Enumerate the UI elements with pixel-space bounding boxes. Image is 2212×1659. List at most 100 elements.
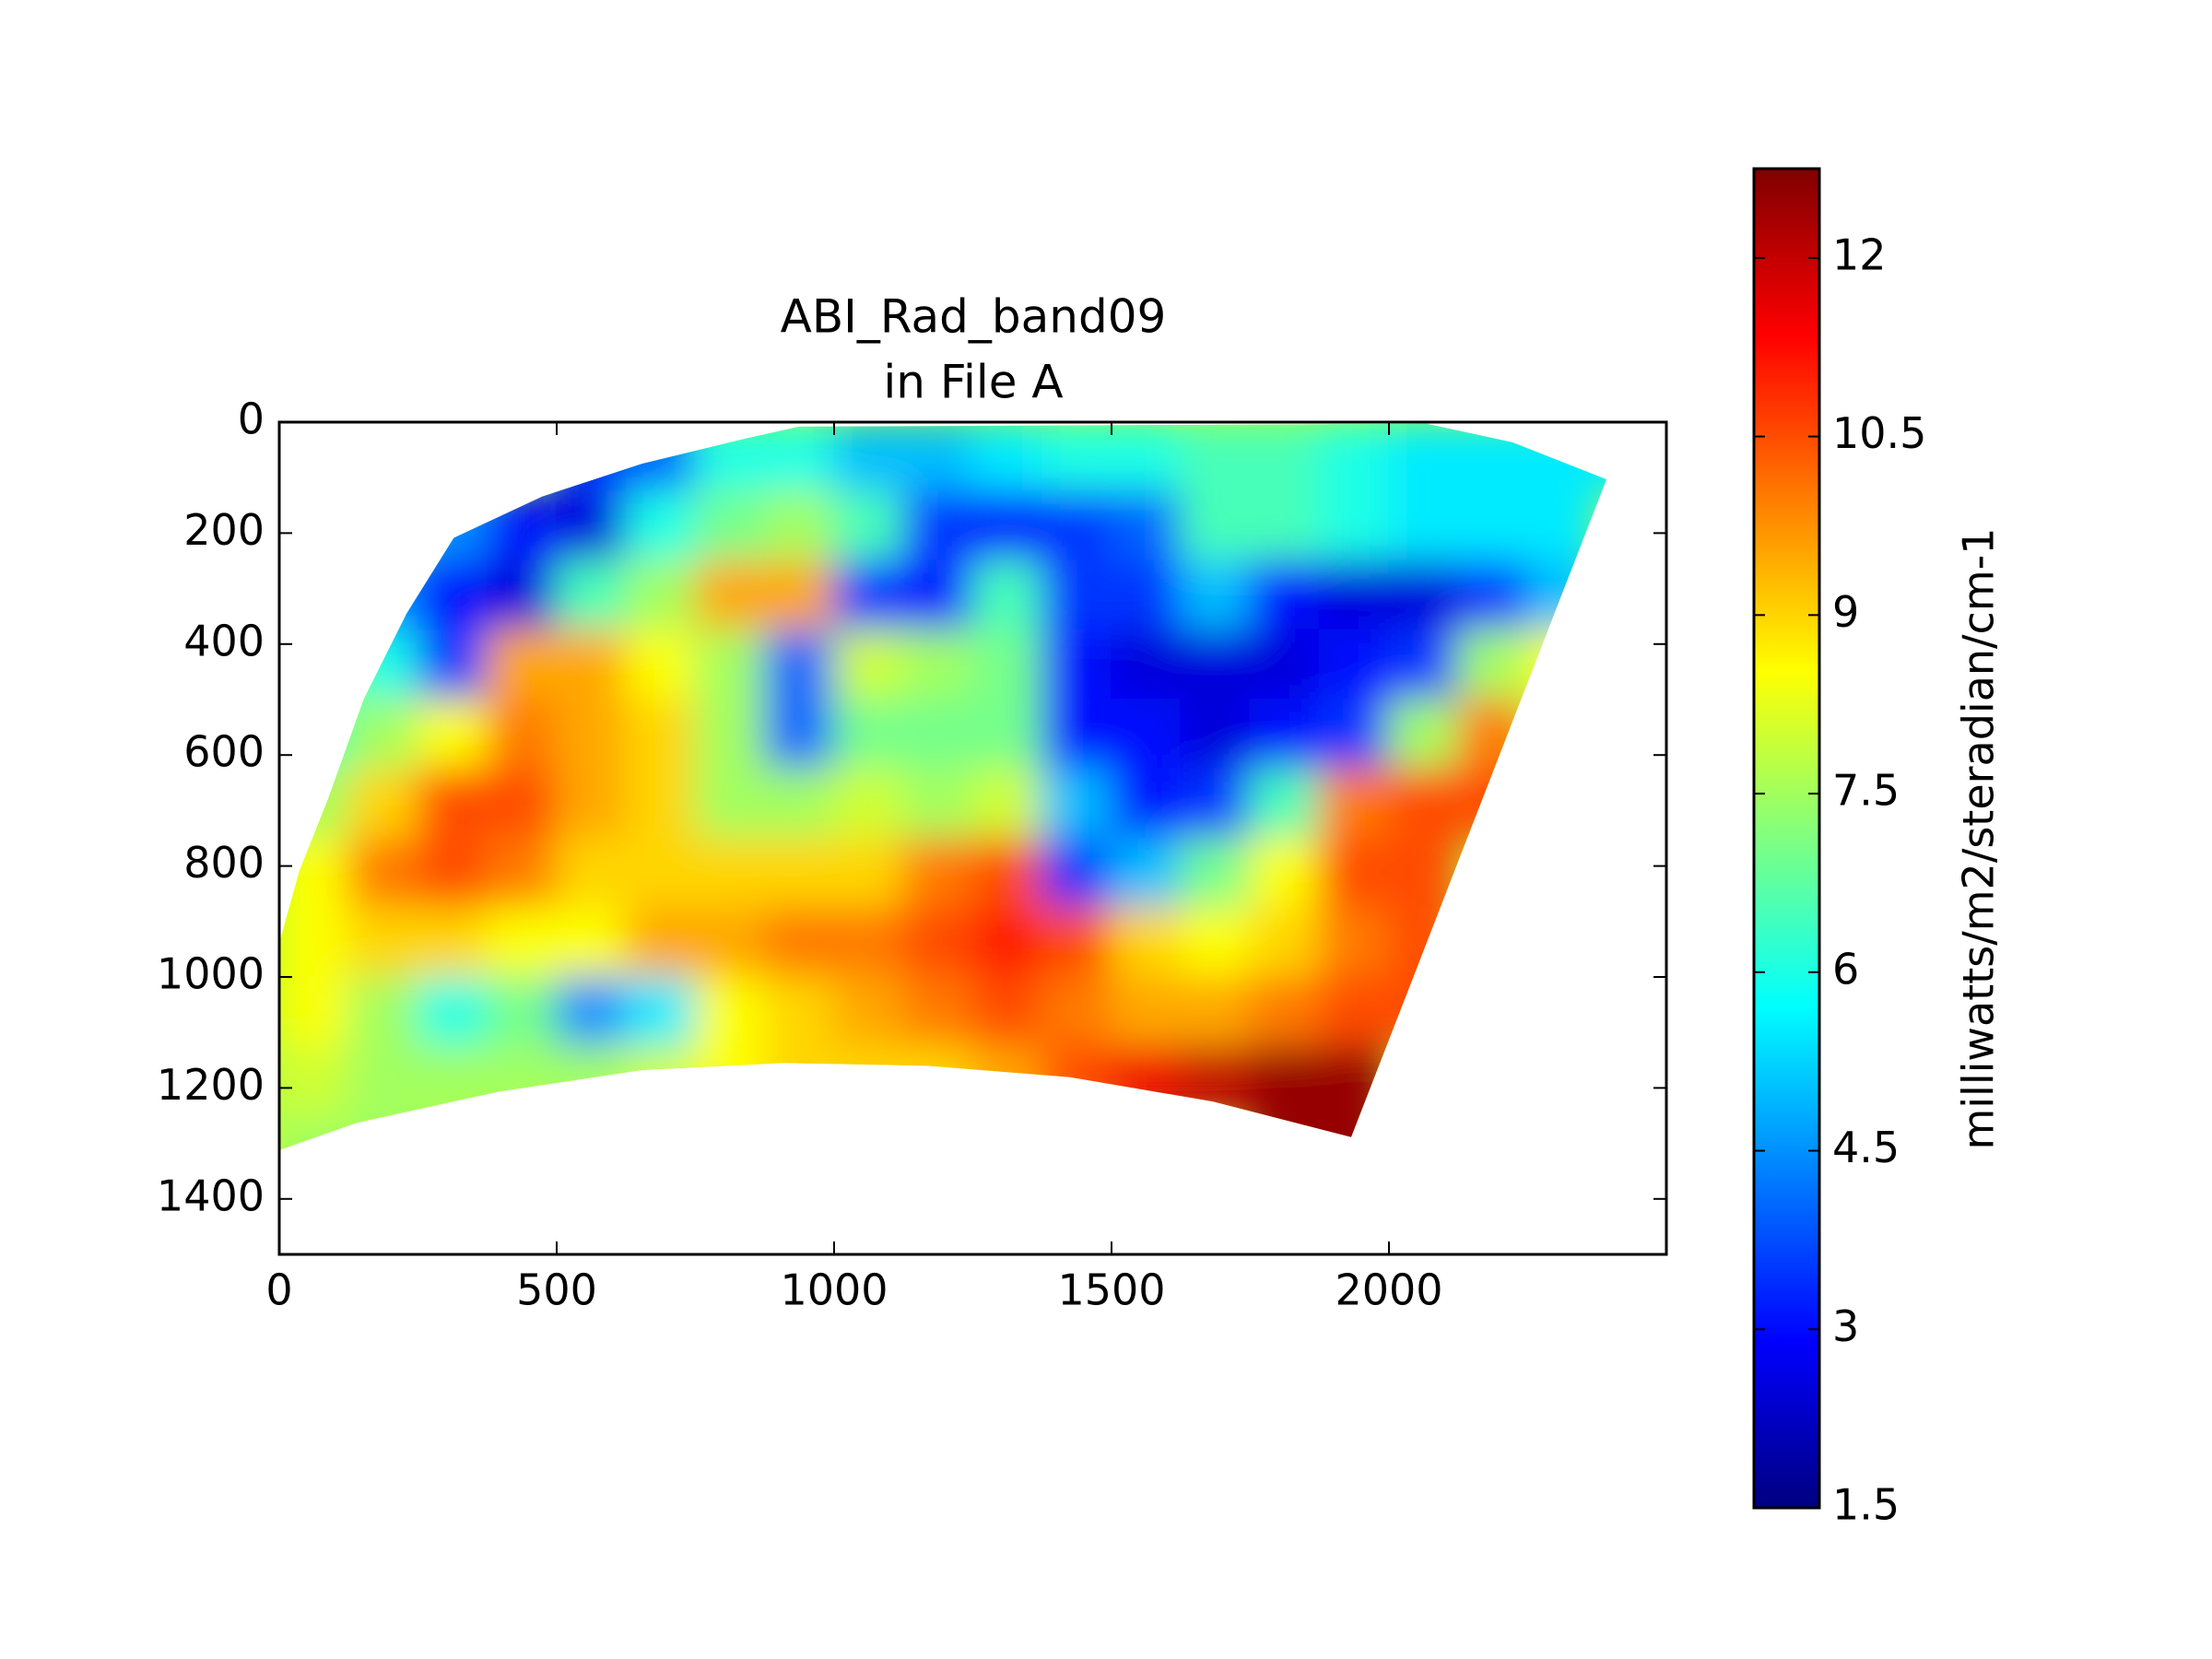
- heatmap-cell: [1041, 837, 1112, 909]
- heatmap-cell: [763, 699, 835, 771]
- heatmap-cell: [625, 629, 697, 700]
- heatmap-cell: [694, 976, 766, 1048]
- heatmap-cell: [763, 423, 835, 493]
- heatmap-cell: [1388, 559, 1460, 631]
- heatmap-cell: [1249, 1045, 1321, 1117]
- heatmap-cell: [556, 699, 628, 771]
- heatmap-cell: [1318, 699, 1390, 771]
- heatmap-cell: [763, 837, 835, 909]
- heatmap-cell: [1041, 699, 1112, 771]
- heatmap-cell: [833, 837, 905, 909]
- chart-title: ABI_Rad_band09: [781, 290, 1167, 344]
- colorbar-tick-label: 10.5: [1832, 408, 1926, 458]
- heatmap-cell: [971, 837, 1043, 909]
- heatmap-cell: [1041, 976, 1112, 1048]
- chart-subtitle: in File A: [883, 356, 1063, 409]
- heatmap-cell: [971, 559, 1043, 631]
- colorbar-tick-label: 3: [1832, 1301, 1859, 1351]
- x-tick-label: 0: [265, 1265, 292, 1315]
- x-tick-label: 1500: [1057, 1265, 1165, 1315]
- colorbar-frame: [1752, 167, 1821, 1510]
- heatmap-cell: [1318, 629, 1390, 700]
- heatmap-cell: [1249, 837, 1321, 909]
- heatmap-cell: [833, 490, 905, 562]
- heatmap-cell: [694, 768, 766, 840]
- heatmap-cell: [486, 768, 558, 840]
- heatmap-cell: [1180, 559, 1252, 631]
- y-tick-label: 200: [183, 505, 265, 555]
- heatmap-cell: [833, 423, 905, 493]
- heatmap-cell: [279, 976, 350, 1048]
- y-tick-label: 1000: [157, 949, 265, 999]
- heatmap-cell: [486, 559, 558, 631]
- heatmap-cell: [486, 629, 558, 700]
- heatmap-cell: [1249, 559, 1321, 631]
- colorbar-label: milliwatts/m2/steradian/cm-1: [1954, 527, 2004, 1149]
- heatmap-cell: [694, 699, 766, 771]
- colorbar-tick-label: 4.5: [1832, 1123, 1900, 1172]
- heatmap-cell: [1180, 699, 1252, 771]
- heatmap-cell: [763, 559, 835, 631]
- heatmap-cell: [556, 559, 628, 631]
- heatmap-cell: [556, 976, 628, 1048]
- heatmap-cell: [625, 837, 697, 909]
- heatmap-cell: [486, 699, 558, 771]
- heatmap-cell: [347, 906, 419, 978]
- heatmap-cell: [279, 906, 350, 978]
- heatmap-cell: [1249, 976, 1321, 1048]
- heatmap-cell: [971, 423, 1043, 493]
- heatmap-cell: [1318, 976, 1390, 1048]
- heatmap-cell: [902, 976, 974, 1048]
- heatmap-cell: [902, 559, 974, 631]
- heatmap-cell: [1041, 423, 1112, 493]
- heatmap-cell: [556, 768, 628, 840]
- y-tick-label: 400: [183, 616, 265, 665]
- heatmap-cell: [1457, 559, 1529, 631]
- heatmap-cell: [902, 699, 974, 771]
- y-tick-label: 1400: [157, 1171, 265, 1220]
- y-tick-label: 1200: [157, 1060, 265, 1110]
- heatmap-cell: [625, 699, 697, 771]
- x-tick-label: 1000: [780, 1265, 888, 1315]
- heatmap-cell: [1249, 699, 1321, 771]
- heatmap-cell: [902, 490, 974, 562]
- heatmap-cell: [1180, 490, 1252, 562]
- colorbar-tick-label: 1.5: [1832, 1480, 1900, 1530]
- heatmap-cell: [279, 1045, 350, 1117]
- heatmap-cell: [1111, 837, 1182, 909]
- heatmap-cell: [763, 490, 835, 562]
- heatmap-cell: [902, 423, 974, 493]
- heatmap-cell: [1318, 768, 1390, 840]
- heatmap-cell: [1111, 768, 1182, 840]
- heatmap-cell: [1388, 490, 1460, 562]
- y-tick-label: 600: [183, 727, 265, 777]
- heatmap-cell: [1388, 699, 1460, 771]
- heatmap-cell: [625, 490, 697, 562]
- heatmap-cell: [625, 559, 697, 631]
- heatmap-cell: [1041, 490, 1112, 562]
- heatmap-cell: [625, 906, 697, 978]
- heatmap-cell: [1041, 559, 1112, 631]
- heatmap-cell: [556, 837, 628, 909]
- heatmap: [279, 423, 1606, 1150]
- y-tick-label: 800: [183, 838, 265, 888]
- heatmap-cell: [833, 629, 905, 700]
- heatmap-cell: [902, 837, 974, 909]
- heatmap-cell: [1249, 629, 1321, 700]
- heatmap-cell: [1249, 906, 1321, 978]
- heatmap-cell: [1111, 559, 1182, 631]
- heatmap-cell: [417, 768, 488, 840]
- heatmap-cell: [556, 629, 628, 700]
- heatmap-cell: [1318, 423, 1390, 493]
- heatmap-cell: [833, 699, 905, 771]
- heatmap-cell: [347, 768, 419, 840]
- heatmap-cell: [833, 906, 905, 978]
- heatmap-cell: [1180, 629, 1252, 700]
- heatmap-cell: [486, 837, 558, 909]
- heatmap-cell: [1318, 837, 1390, 909]
- heatmap-cell: [1249, 423, 1321, 493]
- heatmap-cell: [694, 559, 766, 631]
- heatmap-cell: [1041, 906, 1112, 978]
- heatmap-cell: [1111, 629, 1182, 700]
